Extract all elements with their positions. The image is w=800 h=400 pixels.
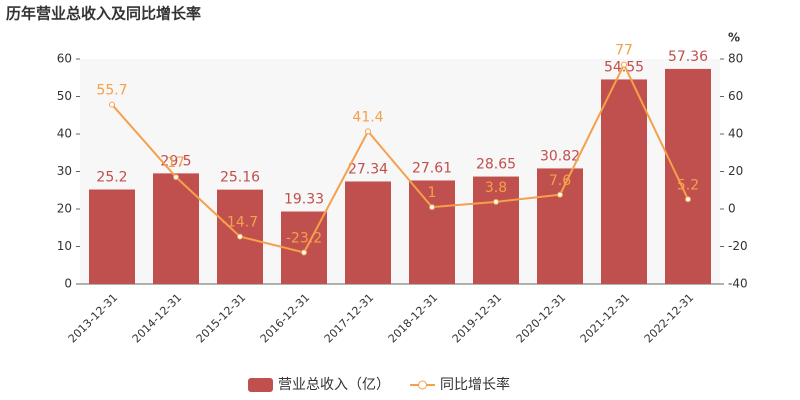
y-tick-label: 50 xyxy=(57,89,72,103)
line-value-label: 7.6 xyxy=(549,173,571,189)
bar xyxy=(473,176,519,284)
x-tick-label: 2017-12-31 xyxy=(322,291,376,345)
y2-tick-label: 80 xyxy=(728,52,743,66)
line-point xyxy=(109,101,115,108)
line-value-label: 5.2 xyxy=(677,177,699,193)
line-point xyxy=(685,196,691,203)
x-tick-label: 2019-12-31 xyxy=(450,291,504,345)
line xyxy=(111,62,689,254)
x-tick-label: 2013-12-31 xyxy=(66,291,120,345)
y2-tick-label: 40 xyxy=(728,127,743,141)
y-tick-label: 60 xyxy=(57,52,72,66)
bar-value-label: 19.33 xyxy=(284,192,324,208)
bar-value-label: 25.2 xyxy=(96,170,127,186)
line-point xyxy=(493,198,499,205)
y-tick-label: 20 xyxy=(57,202,72,216)
legend-label: 营业总收入（亿） xyxy=(278,377,390,393)
x-tick-label: 2022-12-31 xyxy=(642,291,696,345)
bar-value-label: 27.61 xyxy=(412,160,452,176)
x-tick-label: 2015-12-31 xyxy=(194,291,248,345)
line-value-label: 77 xyxy=(615,43,633,59)
line-value-label: -23.2 xyxy=(286,231,322,247)
bar xyxy=(345,181,391,284)
y-tick-label: 30 xyxy=(57,164,72,178)
bar xyxy=(665,68,711,285)
y2-axis-label: % xyxy=(728,31,740,45)
bar xyxy=(89,189,135,284)
bar xyxy=(601,79,647,284)
line-value-label: 55.7 xyxy=(96,83,127,99)
y2-tick-label: -20 xyxy=(728,239,748,253)
line-point xyxy=(365,128,371,135)
y2-tick-label: 0 xyxy=(728,202,736,216)
bar xyxy=(153,173,199,284)
x-tick-label: 2016-12-31 xyxy=(258,291,312,345)
x-tick-label: 2020-12-31 xyxy=(514,291,568,345)
line-value-label: 3.8 xyxy=(485,180,507,196)
bar-value-label: 25.16 xyxy=(220,170,260,186)
line-point xyxy=(621,61,627,68)
line-value-label: 1 xyxy=(428,185,437,201)
y-tick-label: 40 xyxy=(57,127,72,141)
chart-title: 历年营业总收入及同比增长率 xyxy=(6,5,201,23)
bar-value-label: 29.5 xyxy=(160,153,191,169)
legend-swatch xyxy=(248,378,273,392)
y-tick-label: 0 xyxy=(64,277,72,291)
line-point xyxy=(557,191,563,198)
bar-value-label: 28.65 xyxy=(476,157,516,173)
line-value-label: 41.4 xyxy=(352,109,383,125)
line-point xyxy=(429,204,435,211)
legend-swatch-point xyxy=(418,380,427,390)
bar xyxy=(537,168,583,284)
line-value-label: 17 xyxy=(167,155,185,171)
line-point xyxy=(173,174,179,181)
bar xyxy=(409,180,455,284)
x-tick-label: 2018-12-31 xyxy=(386,291,440,345)
y-tick-label: 10 xyxy=(57,239,72,253)
legend-label: 同比增长率 xyxy=(440,376,510,393)
bar-value-label: 27.34 xyxy=(348,161,388,177)
y2-tick-label: 60 xyxy=(728,89,743,103)
line-point xyxy=(301,249,307,256)
y2-tick-label: -40 xyxy=(728,277,748,291)
bar-value-label: 57.36 xyxy=(668,49,708,65)
line-value-label: -14.7 xyxy=(222,215,258,231)
bar-value-label: 30.82 xyxy=(540,148,580,164)
line-point xyxy=(237,233,243,240)
x-tick-label: 2014-12-31 xyxy=(130,291,184,345)
x-tick-label: 2021-12-31 xyxy=(578,291,632,345)
y2-tick-label: 20 xyxy=(728,164,743,178)
